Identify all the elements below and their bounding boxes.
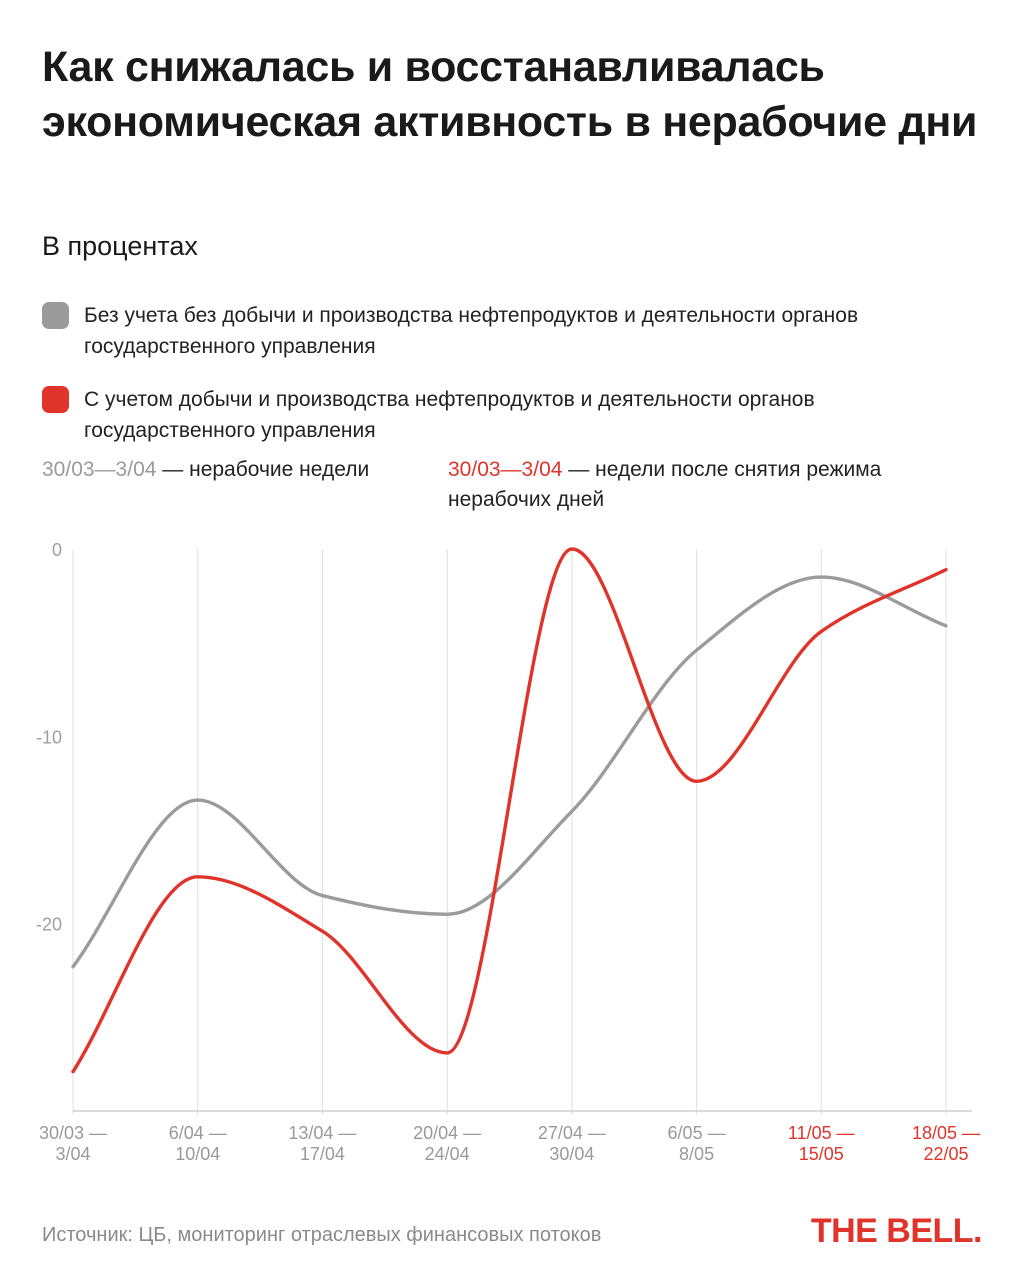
y-tick-label-1: -10 [36, 727, 62, 747]
series-layer [71, 547, 948, 1074]
legend-swatch-red [42, 386, 69, 413]
axis-layer: 0 -10 -20 [36, 540, 972, 1112]
chart-subtitle: В процентах [42, 231, 198, 261]
note-nonworking-text: — нерабочие недели [156, 458, 370, 481]
source-note: Источник: ЦБ, мониторинг отраслевых фина… [42, 1224, 602, 1246]
x-tick-label-7: 18/05 —22/05 [912, 1123, 980, 1164]
legend-label-gray: Без учета без добычи и производства нефт… [84, 304, 859, 358]
y-tick-label-0: 0 [52, 540, 62, 560]
series-line-1 [71, 547, 948, 1074]
x-tick-label-6: 11/05 —15/05 [788, 1123, 855, 1164]
note-after-range: 30/03—3/04 [448, 458, 563, 481]
page-title: Как снижалась и восстанавливалась эконом… [42, 43, 978, 146]
legend-label-red: С учетом добычи и производства нефтепрод… [84, 388, 815, 442]
x-tick-label-1: 6/04 —10/04 [169, 1123, 227, 1164]
line-chart: 0 -10 -20 30/03 —3/04 6/04 —10/04 13/04 —17/… [36, 540, 980, 1164]
x-tick-label-2: 13/04 —17/04 [288, 1123, 356, 1164]
x-tick-label-5: 6/05 —8/05 [668, 1123, 726, 1164]
note-nonworking-weeks: 30/03—3/04 — нерабочие недели [42, 455, 432, 485]
note-after-text: — недели после снятия режима нерабочих д… [448, 458, 882, 511]
grid-layer [72, 549, 947, 1115]
legend-swatch-gray [42, 302, 69, 329]
note-after-weeks: 30/03—3/04 — недели после снятия режима … [448, 455, 968, 515]
brand-logo: THE BELL. [810, 1212, 983, 1250]
label-layer: 30/03 —3/04 6/04 —10/04 13/04 —17/04 20/04 … [39, 1123, 980, 1164]
x-tick-label-4: 27/04 —30/04 [538, 1123, 606, 1164]
note-nonworking-range: 30/03—3/04 [42, 458, 157, 481]
y-tick-label-2: -20 [36, 915, 62, 935]
x-tick-label-3: 20/04 —24/04 [413, 1123, 481, 1164]
x-tick-label-0: 30/03 —3/04 [39, 1123, 107, 1164]
